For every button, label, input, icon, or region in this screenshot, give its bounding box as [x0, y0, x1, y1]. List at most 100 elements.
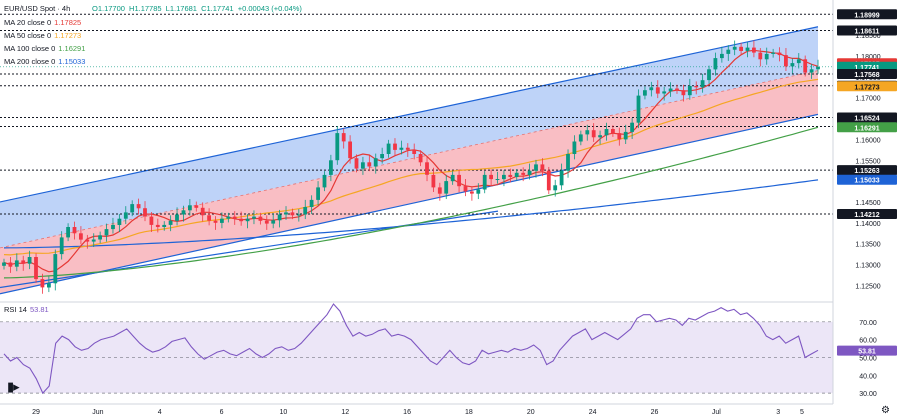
candle-body — [91, 239, 96, 242]
candle-body — [405, 147, 410, 150]
candle-body — [271, 220, 276, 224]
x-tick-label: 16 — [403, 409, 411, 416]
ohlc-high: H1.17785 — [129, 4, 162, 13]
candle-body — [726, 49, 731, 54]
candle-body — [540, 164, 545, 171]
candle-body — [290, 212, 295, 216]
candle-body — [143, 208, 147, 217]
y-tick-label: 1.15500 — [855, 158, 880, 165]
x-tick-label: 12 — [341, 409, 349, 416]
price-tag — [837, 25, 897, 36]
rsi-tag — [837, 345, 897, 356]
price-tag-label: 1.18999 — [854, 12, 879, 19]
x-tick-label: 3 — [776, 409, 780, 416]
candle-body — [681, 90, 686, 96]
candle-body — [617, 133, 622, 140]
candle-body — [34, 257, 38, 280]
candle-body — [425, 162, 429, 175]
price-tag-label: 1.15033 — [854, 178, 879, 185]
x-tick-label: 18 — [465, 409, 473, 416]
ma50-line — [3, 78, 819, 256]
price-tag — [837, 165, 897, 176]
rsi-line — [3, 303, 819, 395]
price-tag — [837, 208, 897, 219]
symbol-title[interactable]: EUR/USD Spot · 4h — [4, 4, 71, 13]
candle-body — [53, 254, 58, 284]
price-tag — [837, 122, 897, 133]
candle-body — [393, 143, 397, 150]
legend-ma100[interactable]: MA 100 close 0 1.16291 — [4, 44, 86, 53]
candle-body — [771, 52, 775, 54]
candle-body — [764, 53, 769, 60]
candle-body — [521, 172, 526, 175]
x-tick-label: 6 — [220, 409, 224, 416]
y-tick-label: 1.14500 — [855, 200, 880, 207]
candle-body — [585, 130, 590, 135]
candle-body — [758, 52, 763, 60]
candle-body — [437, 187, 442, 194]
candle-body — [284, 212, 288, 215]
candle-body — [559, 170, 564, 186]
price-pane — [0, 13, 833, 295]
candle-body — [675, 88, 679, 91]
tradingview-logo-icon[interactable]: ▮▸ — [7, 380, 20, 395]
x-tick-label: 26 — [651, 409, 659, 416]
x-tick-label: 29 — [32, 409, 40, 416]
candle-body — [47, 283, 51, 288]
candle-body — [553, 185, 558, 191]
y-tick-label: 1.18500 — [855, 33, 880, 40]
legend-ma20[interactable]: MA 20 close 0 1.17825 — [4, 18, 82, 27]
price-tag — [837, 112, 897, 123]
candle-body — [489, 174, 493, 180]
candle-body — [322, 174, 327, 188]
candle-body — [527, 170, 532, 175]
candle-body — [66, 227, 70, 238]
ohlc-close: C1.17741 — [201, 4, 234, 13]
candle-body — [264, 220, 269, 224]
candle-body — [59, 237, 64, 255]
candle-body — [220, 218, 224, 223]
price-tag-label: 1.14212 — [854, 212, 879, 219]
candle-body — [591, 130, 596, 138]
candle-body — [412, 149, 417, 154]
candle-body — [245, 218, 250, 222]
y-tick-label: 1.12500 — [855, 283, 880, 290]
rsi-tag-label: 53.81 — [858, 349, 876, 356]
gear-icon[interactable]: ⚙ — [881, 405, 890, 416]
candle-body — [200, 207, 205, 216]
price-tag-label: 1.17568 — [854, 72, 879, 79]
candle-body — [303, 207, 308, 215]
candle-body — [162, 224, 167, 227]
candle-body — [630, 122, 634, 132]
candle-body — [720, 53, 724, 59]
rsi-tick-label: 50.00 — [859, 355, 877, 362]
rsi-tick-label: 30.00 — [859, 391, 877, 398]
y-tick-label: 1.18000 — [855, 54, 880, 61]
legend-rsi[interactable]: RSI 14 53.81 — [4, 305, 49, 314]
candle-body — [578, 134, 583, 142]
candle-body — [796, 59, 801, 64]
candle-body — [598, 135, 602, 138]
ohlc-readout: O1.17700 H1.17785 L1.17681 C1.17741 +0.0… — [92, 4, 304, 13]
candle-body — [604, 129, 609, 136]
y-tick-label: 1.13500 — [855, 242, 880, 249]
candle-body — [713, 58, 718, 70]
candle-body — [623, 131, 628, 140]
candle-body — [181, 210, 186, 215]
candle-body — [14, 260, 19, 267]
candle-body — [168, 220, 173, 225]
y-tick-label: 1.16000 — [855, 137, 880, 144]
candle-body — [232, 216, 237, 219]
legend-ma50[interactable]: MA 50 close 0 1.17273 — [4, 31, 82, 40]
candle-body — [482, 174, 487, 190]
candle-body — [354, 158, 359, 169]
price-tag-label: 1.16291 — [854, 125, 879, 132]
candle-body — [643, 90, 647, 96]
channel-upper-fill — [0, 26, 818, 248]
candle-body — [258, 216, 263, 221]
candle-body — [745, 47, 750, 51]
legend-ma200[interactable]: MA 200 close 0 1.15033 — [4, 57, 86, 66]
candle-body — [348, 141, 352, 159]
candle-body — [457, 174, 461, 187]
